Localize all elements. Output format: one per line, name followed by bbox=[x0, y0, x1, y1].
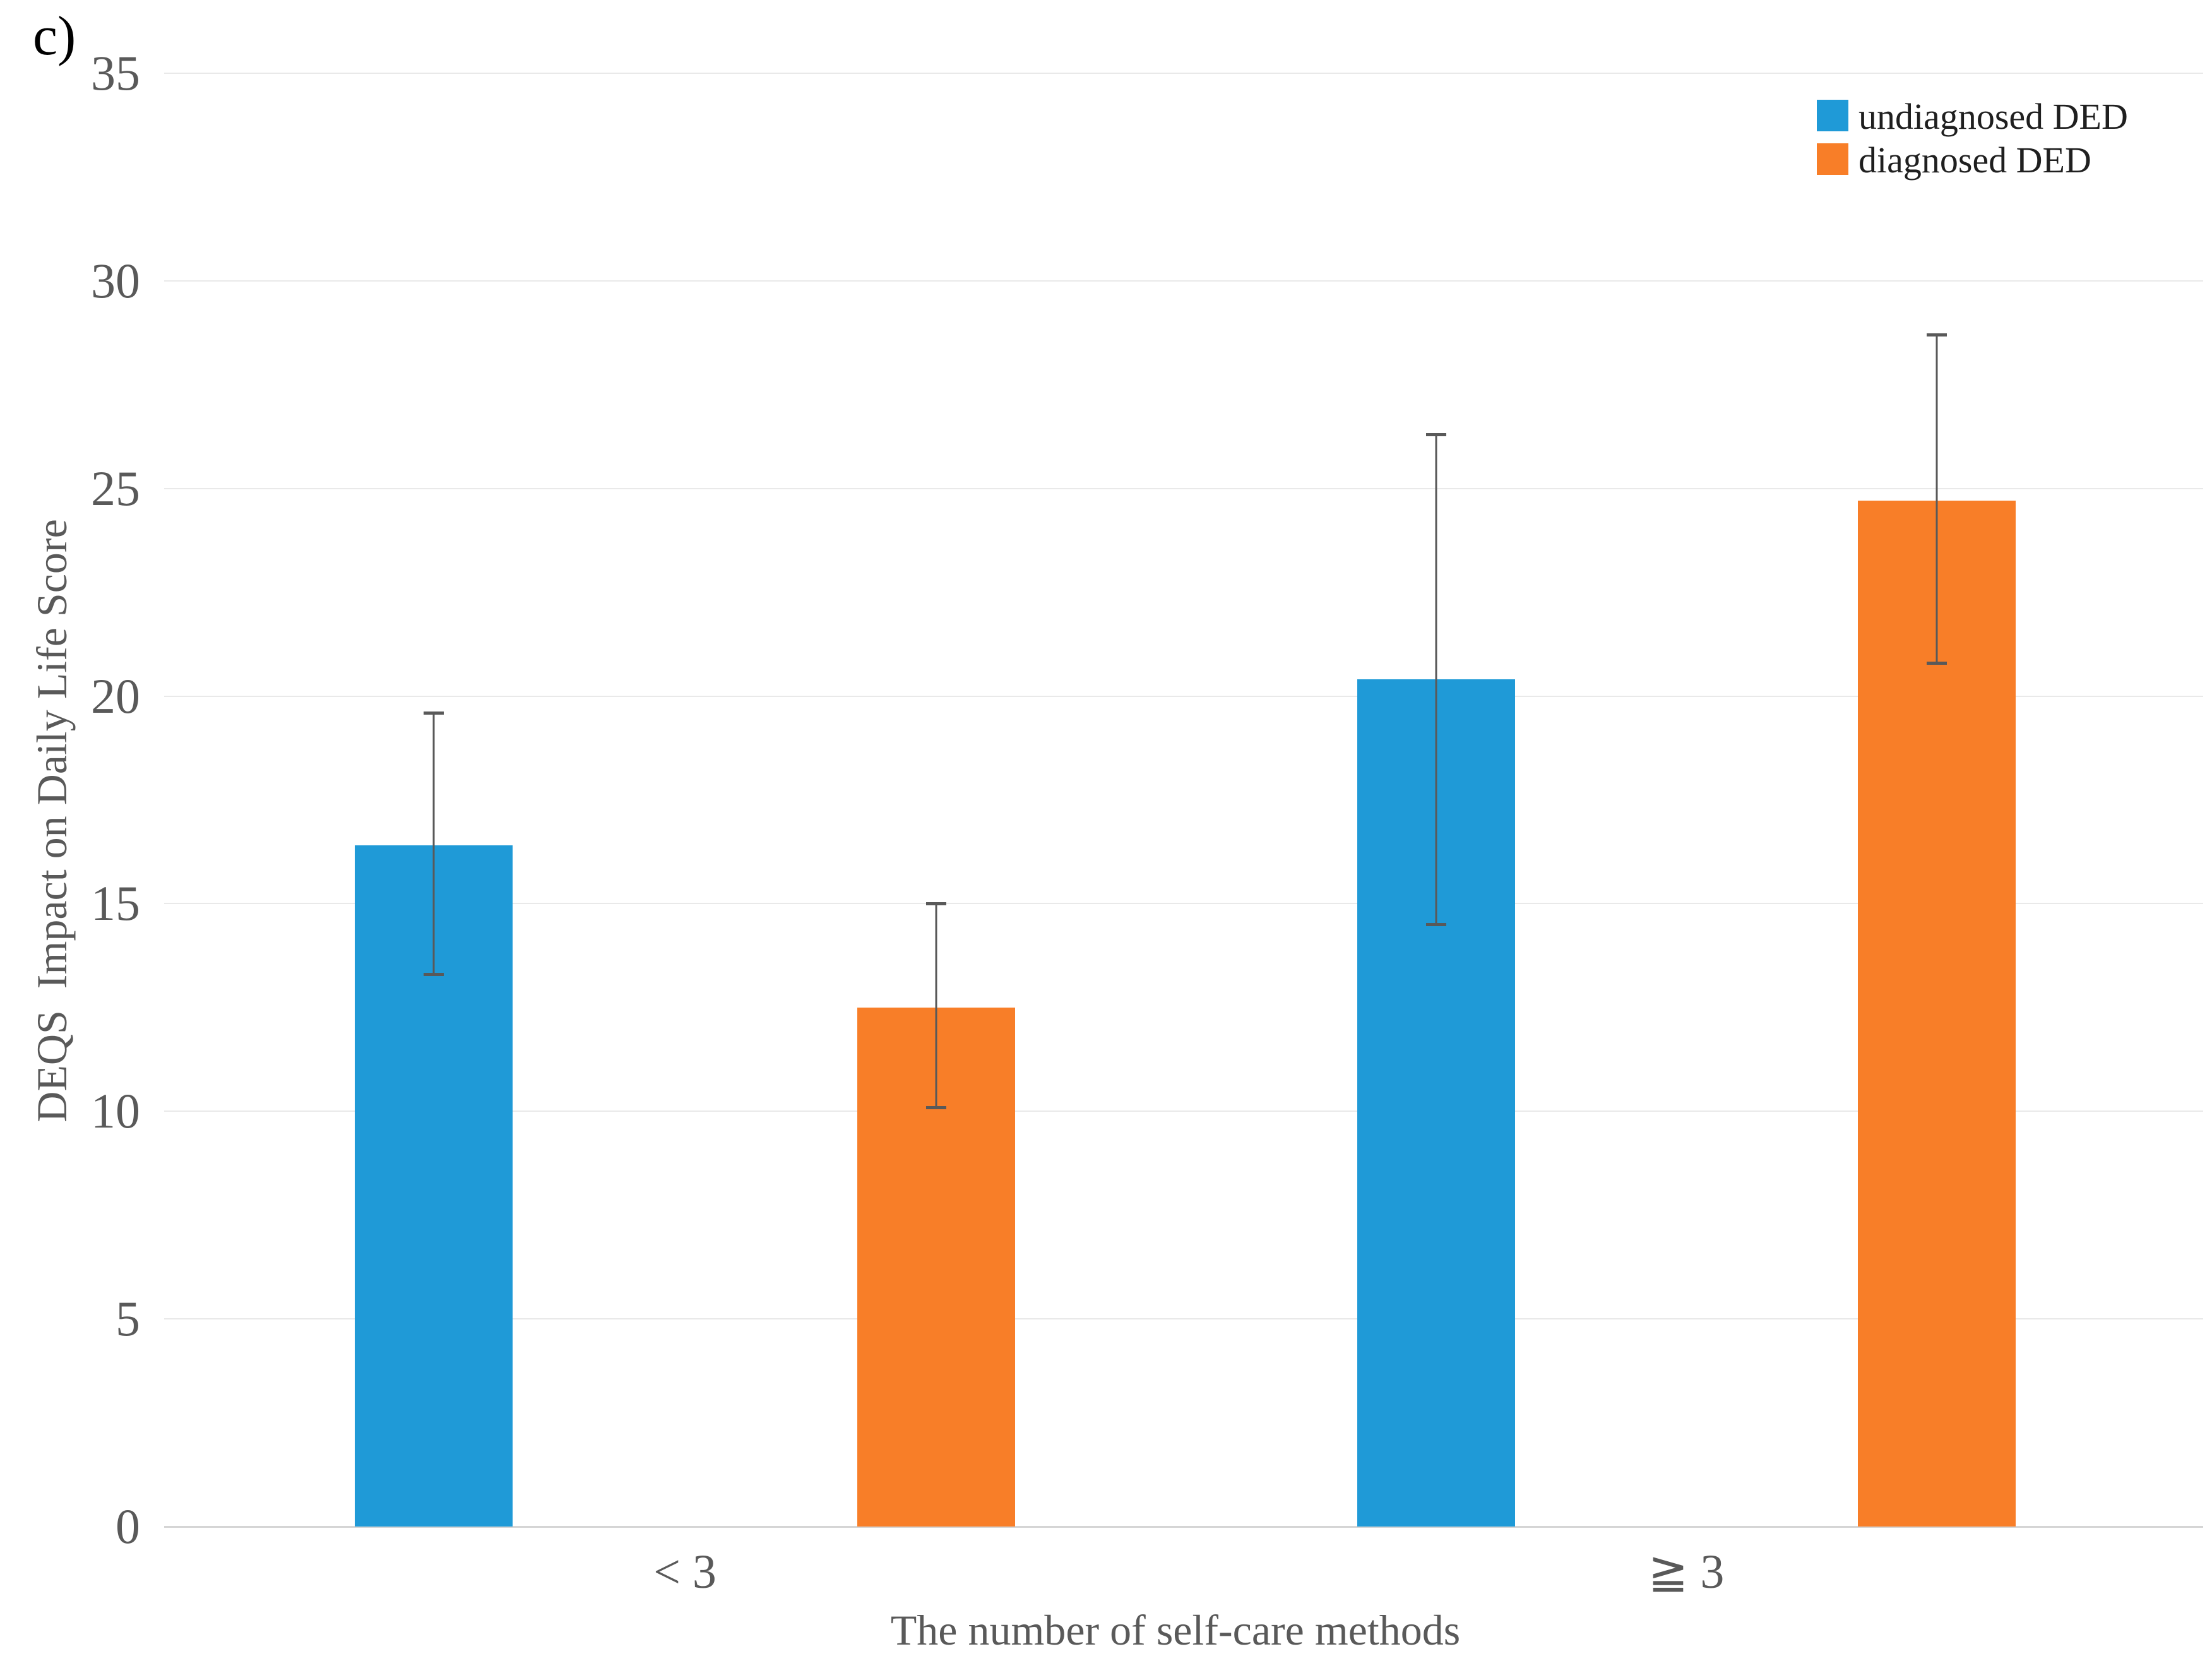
error-bar-cap-bottom bbox=[424, 973, 444, 977]
legend-label: diagnosed DED bbox=[1858, 140, 2091, 181]
x-category-label-ge3: ≧ 3 bbox=[1648, 1545, 1725, 1599]
error-bar-cap-bottom bbox=[1927, 661, 1947, 665]
y-tick-label-15: 15 bbox=[91, 876, 140, 931]
gridline-y10 bbox=[164, 1110, 2203, 1112]
error-bar-ge3-s1 bbox=[1936, 335, 1938, 663]
legend-swatch-icon bbox=[1817, 143, 1848, 175]
error-bar-ge3-s0 bbox=[1435, 434, 1437, 925]
y-tick-label-25: 25 bbox=[91, 460, 140, 516]
bar-diagnosed-ded-ge3 bbox=[1858, 501, 2016, 1527]
error-bar-cap-top bbox=[424, 711, 444, 715]
y-axis-title: DEQS Impact on Daily Life Score bbox=[28, 519, 76, 1122]
error-bar-lt3-s0 bbox=[432, 712, 435, 975]
gridline-y30 bbox=[164, 280, 2203, 282]
gridline-y35 bbox=[164, 73, 2203, 74]
gridline-y5 bbox=[164, 1318, 2203, 1320]
x-category-label-lt3: < 3 bbox=[653, 1545, 717, 1599]
x-axis-title: The number of self-care methods bbox=[890, 1606, 1461, 1654]
error-bar-cap-bottom bbox=[926, 1105, 946, 1109]
y-tick-label-0: 0 bbox=[116, 1499, 140, 1554]
y-tick-label-20: 20 bbox=[91, 668, 140, 723]
error-bar-lt3-s1 bbox=[935, 903, 937, 1107]
gridline-y15 bbox=[164, 903, 2203, 905]
y-tick-label-35: 35 bbox=[91, 45, 140, 100]
error-bar-cap-bottom bbox=[1426, 923, 1446, 927]
x-axis-line bbox=[164, 1526, 2203, 1528]
panel-label: c) bbox=[33, 6, 76, 67]
y-tick-label-5: 5 bbox=[116, 1291, 140, 1347]
legend-label: undiagnosed DED bbox=[1858, 96, 2128, 137]
error-bar-cap-top bbox=[926, 902, 946, 906]
gridline-y25 bbox=[164, 487, 2203, 489]
y-tick-label-10: 10 bbox=[91, 1083, 140, 1139]
error-bar-cap-top bbox=[1426, 433, 1446, 437]
legend-swatch-icon bbox=[1817, 100, 1848, 131]
gridline-y20 bbox=[164, 695, 2203, 697]
error-bar-cap-top bbox=[1927, 333, 1947, 337]
y-tick-label-30: 30 bbox=[91, 253, 140, 308]
